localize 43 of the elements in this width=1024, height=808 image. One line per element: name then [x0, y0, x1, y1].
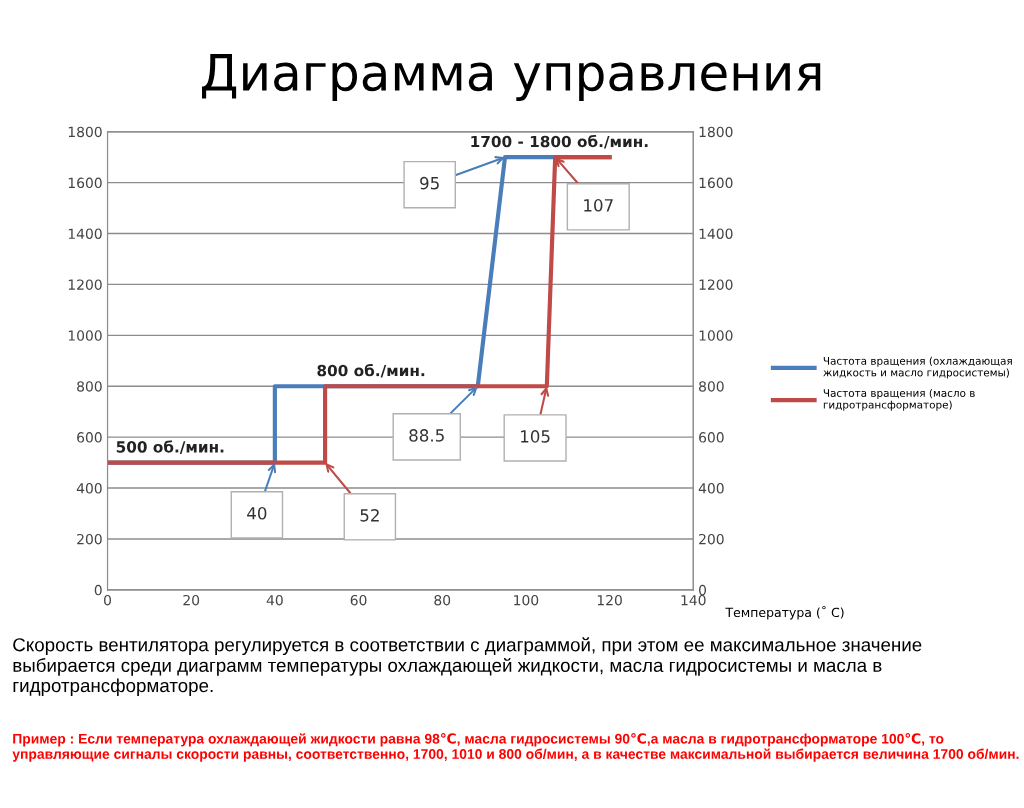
- x-tick-label: 60: [350, 594, 367, 606]
- y2-tick-label: 400: [698, 483, 724, 494]
- annotation: 107: [584, 199, 613, 212]
- x-tick-label: 0: [104, 594, 112, 606]
- annotation: 88.5: [409, 429, 444, 442]
- y-tick-label: 0: [94, 584, 102, 596]
- x-tick-label: 120: [597, 594, 622, 606]
- y2-tick-label: 1000: [699, 330, 733, 341]
- annotation: 800 об./мин.: [317, 363, 425, 378]
- y2-tick-label: 0: [699, 584, 707, 596]
- annotation: 52: [360, 509, 379, 522]
- x-tick-label: 80: [434, 594, 451, 606]
- y2-tick-label: 1400: [699, 228, 733, 239]
- y2-tick-label: 1800: [699, 126, 733, 138]
- annotation: 500 об./мин.: [116, 440, 224, 454]
- y2-tick-label: 600: [699, 432, 724, 443]
- annotation: 95: [420, 176, 439, 190]
- y-tick-label: 1600: [68, 177, 102, 189]
- y-tick-label: 400: [76, 483, 102, 494]
- y-tick-label: 1000: [68, 330, 102, 341]
- x-tick-label: 20: [183, 594, 200, 606]
- x-tick-label: 40: [266, 594, 283, 606]
- y-tick-label: 1800: [68, 126, 102, 138]
- x-tick-label: 100: [514, 594, 539, 606]
- y2-tick-label: 1200: [699, 279, 733, 290]
- y2-tick-label: 200: [699, 533, 724, 545]
- y2-tick-label: 800: [699, 381, 724, 392]
- legend-label: Частота вращения (масло в гидротрансформаторе): [823, 388, 975, 411]
- x-tick-label: 140: [681, 594, 706, 606]
- annotation: 105: [521, 430, 550, 443]
- x-axis-title: Температура (˚ C): [725, 605, 844, 620]
- text: Пример : Если температура охлаждающей жидкости равна 98℃, масла гидросистемы 90℃,а масла в гидротрансформаторе 100℃, то управляющие сигналы скорости равны, соответственно, 1700, 1010 и 800 об/мин, а в качестве максимальной выбирается величина 1700 об/мин.: [12, 733, 1019, 762]
- y-tick-label: 600: [77, 432, 102, 443]
- y-tick-label: 800: [77, 381, 102, 392]
- y-tick-label: 1200: [68, 279, 102, 290]
- y2-tick-label: 1600: [699, 177, 733, 189]
- text: Скорость вентилятора регулируется в соответствии с диаграммой, при этом ее максимальное значение выбирается среди диаграмм температуры охлаждающей жидкости, масла гидросистемы и масла в гидротрансформаторе.: [13, 637, 922, 696]
- annotation: 40: [247, 506, 267, 520]
- y-tick-label: 200: [77, 533, 102, 545]
- annotation: 1700 - 1800 об./мин.: [471, 134, 648, 149]
- chart-title: Диаграмма управления: [202, 54, 821, 101]
- y-tick-label: 1400: [68, 228, 102, 239]
- legend-label: Частота вращения (охлаждающая жидкость и масло гидросистемы): [823, 356, 1012, 379]
